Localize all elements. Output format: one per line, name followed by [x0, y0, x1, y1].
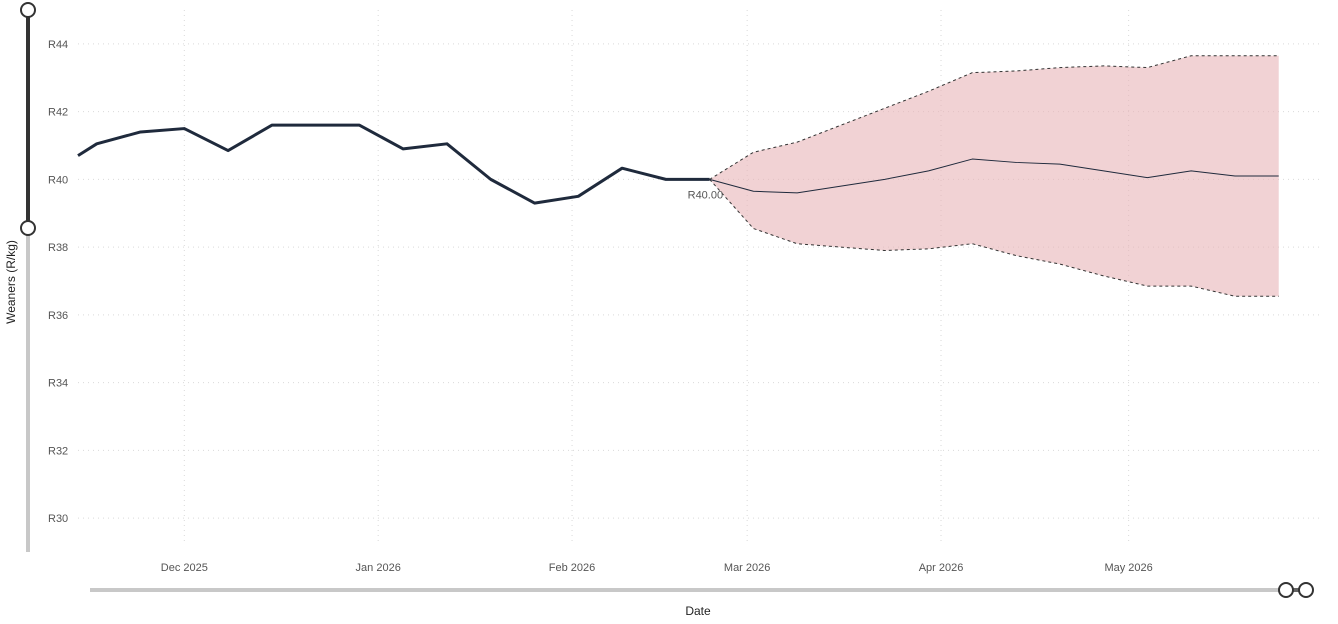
y-tick-label: R44 [48, 39, 68, 51]
y-tick-label: R30 [48, 513, 68, 525]
y-axis-title: Weaners (R/kg) [4, 240, 18, 324]
y-tick-label: R38 [48, 242, 68, 254]
x-slider-left-handle[interactable] [1278, 582, 1294, 598]
x-tick-label: Jan 2026 [356, 562, 401, 574]
x-tick-label: Mar 2026 [724, 562, 770, 574]
y-tick-label: R36 [48, 310, 68, 322]
x-tick-label: Feb 2026 [549, 562, 595, 574]
x-tick-label: Dec 2025 [161, 562, 208, 574]
y-tick-label: R34 [48, 378, 68, 390]
axis-ticks: R30 R32 R34 R36 R38 R40 R42 R44 Dec 2025 Jan 2026… [48, 39, 1153, 574]
x-tick-label: Apr 2026 [919, 562, 964, 574]
forecast-line [709, 158, 1279, 194]
x-slider-right-handle[interactable] [1298, 582, 1314, 598]
x-axis-title: Date [685, 604, 711, 618]
series-lines: R40.00 [77, 123, 1279, 205]
y-tick-label: R32 [48, 445, 68, 457]
y-tick-label: R40 [48, 174, 68, 186]
confidence-band [709, 55, 1279, 297]
x-tick-label: May 2026 [1104, 562, 1152, 574]
y-tick-label: R42 [48, 107, 68, 119]
y-slider-top-handle[interactable] [20, 2, 36, 18]
y-slider-bottom-handle[interactable] [20, 220, 36, 236]
y-range-slider[interactable] [20, 2, 36, 552]
confidence-band-group [709, 55, 1279, 297]
upper-bound-line [709, 55, 1279, 180]
lower-bound-line [709, 179, 1279, 297]
last-value-label: R40.00 [688, 189, 723, 201]
historical-price-line [77, 123, 710, 205]
x-range-slider[interactable] [90, 582, 1314, 598]
